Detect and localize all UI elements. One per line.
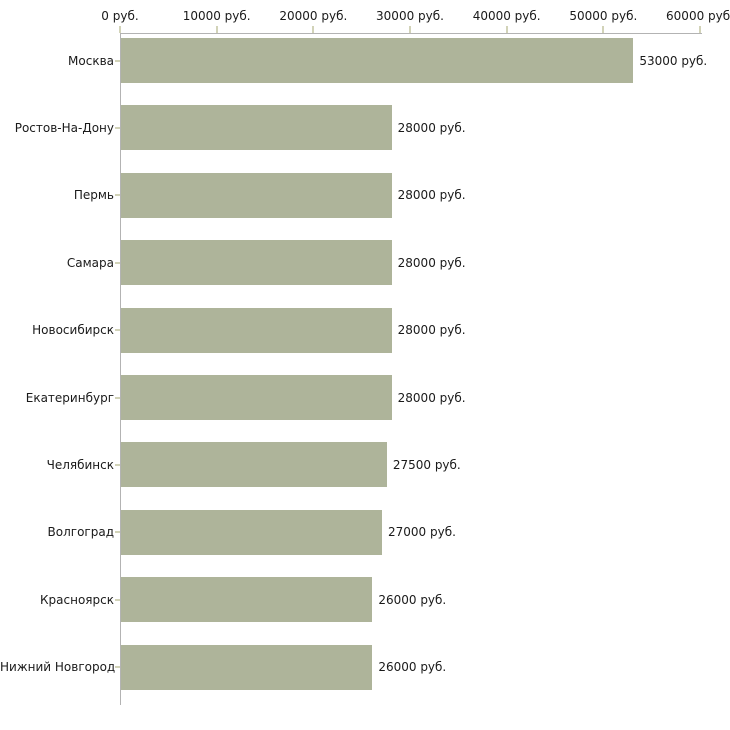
bar-value-label: 28000 руб. [397,188,466,203]
bar [121,509,382,555]
category-label: Екатеринбург [25,390,114,405]
y-axis-tick-mark [115,59,120,62]
bar [121,105,392,151]
x-axis-tick-mark [505,26,508,33]
bar [121,307,392,353]
x-axis-tick-label: 60000 руб. [666,9,730,23]
x-axis-tick-mark [699,26,701,33]
bar-value-label: 27000 руб. [388,525,456,540]
category-label: Новосибирск [32,323,114,338]
x-axis-tick-label: 10000 руб. [182,9,251,23]
x-axis-tick-mark [409,26,411,33]
y-axis-tick-mark [115,329,120,332]
x-axis-tick-mark [602,26,605,33]
x-axis-tick-mark [312,26,315,33]
bar [121,644,373,690]
bar-value-label: 28000 руб. [397,323,466,338]
bar-value-label: 53000 руб. [639,53,708,68]
y-axis-tick-mark [115,463,120,466]
bar [121,38,634,83]
x-axis-tick-label: 20000 руб. [279,9,348,23]
bar [121,577,373,623]
y-axis-tick-mark [115,666,120,669]
x-axis-tick-label: 40000 руб. [472,9,541,23]
category-label: Пермь [73,188,114,203]
bar-value-label: 26000 руб. [378,660,447,675]
x-axis-tick-label: 30000 руб. [376,9,444,23]
bar-value-label: 26000 руб. [378,592,447,607]
x-axis-tick-label: 0 руб. [101,9,139,23]
bar [121,240,392,286]
category-label: Волгоград [47,525,114,540]
bar [121,375,392,420]
x-axis-line [120,33,702,34]
category-label: Самара [66,255,114,270]
bar-value-label: 28000 руб. [397,120,466,135]
category-label: Ростов-На-Дону [14,120,114,135]
bar-value-label: 28000 руб. [397,255,466,270]
y-axis-tick-mark [115,531,120,534]
category-label: Челябинск [46,457,114,472]
y-axis-tick-mark [115,261,120,264]
bar-value-label: 27500 руб. [392,457,461,472]
category-label: Москва [68,53,114,68]
y-axis-tick-mark [115,126,120,129]
bar-value-label: 28000 руб. [397,390,466,405]
x-axis-tick-mark [119,26,121,33]
bar [121,442,387,488]
x-axis-tick-mark [215,26,218,33]
bar [121,172,392,218]
y-axis-tick-mark [115,396,120,399]
y-axis-tick-mark [115,194,120,197]
category-label: Красноярск [40,592,114,607]
category-label: Нижний Новгород [0,660,116,675]
x-axis-tick-label: 50000 руб. [569,9,638,23]
y-axis-tick-mark [115,598,120,601]
y-axis-line [120,33,121,705]
